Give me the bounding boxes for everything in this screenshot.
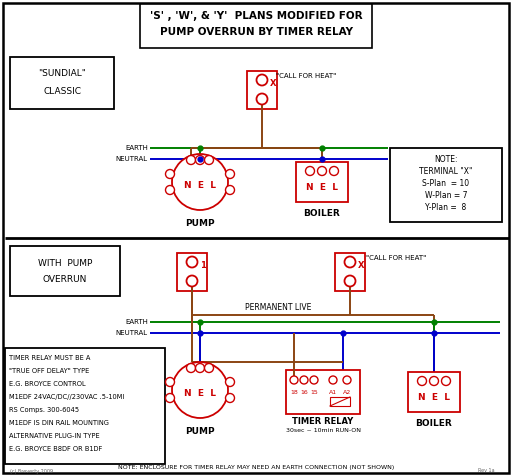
Circle shape	[225, 394, 234, 403]
Circle shape	[430, 377, 438, 386]
Circle shape	[186, 156, 196, 165]
FancyBboxPatch shape	[140, 4, 372, 48]
Text: 15: 15	[310, 389, 318, 395]
Text: "TRUE OFF DELAY" TYPE: "TRUE OFF DELAY" TYPE	[9, 368, 89, 374]
Circle shape	[165, 394, 175, 403]
Circle shape	[196, 364, 204, 373]
Text: TIMER RELAY: TIMER RELAY	[292, 416, 354, 426]
Text: A2: A2	[343, 389, 351, 395]
FancyBboxPatch shape	[177, 253, 207, 291]
FancyBboxPatch shape	[335, 253, 365, 291]
Circle shape	[172, 362, 228, 418]
Text: NEUTRAL: NEUTRAL	[116, 330, 148, 336]
Text: NOTE:: NOTE:	[434, 156, 458, 165]
Text: "CALL FOR HEAT": "CALL FOR HEAT"	[366, 255, 426, 261]
FancyBboxPatch shape	[390, 148, 502, 222]
Text: W-Plan = 7: W-Plan = 7	[425, 191, 467, 200]
Text: Y-Plan =  8: Y-Plan = 8	[425, 204, 466, 212]
Text: 1: 1	[200, 261, 206, 270]
Circle shape	[290, 376, 298, 384]
Circle shape	[257, 93, 267, 105]
FancyBboxPatch shape	[408, 372, 460, 412]
Circle shape	[300, 376, 308, 384]
Text: N  E  L: N E L	[418, 394, 450, 403]
Text: S-Plan  = 10: S-Plan = 10	[422, 179, 470, 188]
Text: N  E  L: N E L	[306, 184, 338, 192]
Circle shape	[204, 156, 214, 165]
Text: PUMP: PUMP	[185, 219, 215, 228]
Circle shape	[165, 186, 175, 195]
Text: PUMP: PUMP	[185, 427, 215, 436]
Text: BOILER: BOILER	[304, 209, 340, 218]
FancyBboxPatch shape	[330, 397, 350, 406]
Text: CLASSIC: CLASSIC	[43, 87, 81, 96]
Text: TERMINAL "X": TERMINAL "X"	[419, 168, 473, 177]
Text: "SUNDIAL": "SUNDIAL"	[38, 69, 86, 79]
Circle shape	[345, 276, 355, 287]
Text: E.G. BROYCE B8DF OR B1DF: E.G. BROYCE B8DF OR B1DF	[9, 446, 102, 452]
Text: (c) Breverty 2009: (c) Breverty 2009	[10, 468, 53, 474]
Text: E.G. BROYCE CONTROL: E.G. BROYCE CONTROL	[9, 381, 86, 387]
Circle shape	[165, 169, 175, 178]
Text: EARTH: EARTH	[125, 145, 148, 151]
Text: A1: A1	[329, 389, 337, 395]
Text: WITH  PUMP: WITH PUMP	[38, 258, 92, 268]
Text: ALTERNATIVE PLUG-IN TYPE: ALTERNATIVE PLUG-IN TYPE	[9, 433, 100, 439]
Text: 16: 16	[300, 389, 308, 395]
FancyBboxPatch shape	[10, 246, 120, 296]
Text: Rev 1a: Rev 1a	[478, 468, 495, 474]
Text: NEUTRAL: NEUTRAL	[116, 156, 148, 162]
FancyBboxPatch shape	[10, 57, 114, 109]
Text: X: X	[358, 261, 364, 270]
Text: N  E  L: N E L	[184, 181, 216, 190]
Circle shape	[330, 167, 338, 176]
Circle shape	[225, 169, 234, 178]
Circle shape	[186, 276, 198, 287]
Text: M1EDF 24VAC/DC//230VAC .5-10MI: M1EDF 24VAC/DC//230VAC .5-10MI	[9, 394, 124, 400]
Circle shape	[204, 364, 214, 373]
Circle shape	[186, 364, 196, 373]
Text: 30sec ~ 10min RUN-ON: 30sec ~ 10min RUN-ON	[286, 427, 360, 433]
Circle shape	[225, 377, 234, 387]
FancyBboxPatch shape	[5, 348, 165, 464]
Circle shape	[441, 377, 451, 386]
Circle shape	[329, 376, 337, 384]
Circle shape	[225, 186, 234, 195]
Circle shape	[310, 376, 318, 384]
Text: TIMER RELAY MUST BE A: TIMER RELAY MUST BE A	[9, 355, 91, 361]
Text: N  E  L: N E L	[184, 389, 216, 398]
FancyBboxPatch shape	[286, 370, 360, 414]
Text: "CALL FOR HEAT": "CALL FOR HEAT"	[276, 73, 336, 79]
Circle shape	[343, 376, 351, 384]
Circle shape	[165, 377, 175, 387]
Text: PERMANENT LIVE: PERMANENT LIVE	[245, 304, 311, 313]
Circle shape	[172, 154, 228, 210]
Circle shape	[345, 257, 355, 268]
Text: 'S' , 'W', & 'Y'  PLANS MODIFIED FOR: 'S' , 'W', & 'Y' PLANS MODIFIED FOR	[150, 11, 362, 21]
Text: RS Comps. 300-6045: RS Comps. 300-6045	[9, 407, 79, 413]
Circle shape	[257, 75, 267, 86]
Circle shape	[317, 167, 327, 176]
Text: 18: 18	[290, 389, 298, 395]
Text: EARTH: EARTH	[125, 319, 148, 325]
Text: BOILER: BOILER	[416, 419, 453, 428]
Text: M1EDF IS DIN RAIL MOUNTING: M1EDF IS DIN RAIL MOUNTING	[9, 420, 109, 426]
Circle shape	[417, 377, 426, 386]
FancyBboxPatch shape	[247, 71, 277, 109]
Circle shape	[186, 257, 198, 268]
FancyBboxPatch shape	[3, 3, 509, 473]
Text: PUMP OVERRUN BY TIMER RELAY: PUMP OVERRUN BY TIMER RELAY	[160, 27, 352, 37]
Text: NOTE: ENCLOSURE FOR TIMER RELAY MAY NEED AN EARTH CONNECTION (NOT SHOWN): NOTE: ENCLOSURE FOR TIMER RELAY MAY NEED…	[118, 465, 394, 469]
Text: OVERRUN: OVERRUN	[43, 275, 87, 284]
Circle shape	[306, 167, 314, 176]
FancyBboxPatch shape	[296, 162, 348, 202]
Text: X: X	[270, 79, 276, 89]
Circle shape	[196, 156, 204, 165]
